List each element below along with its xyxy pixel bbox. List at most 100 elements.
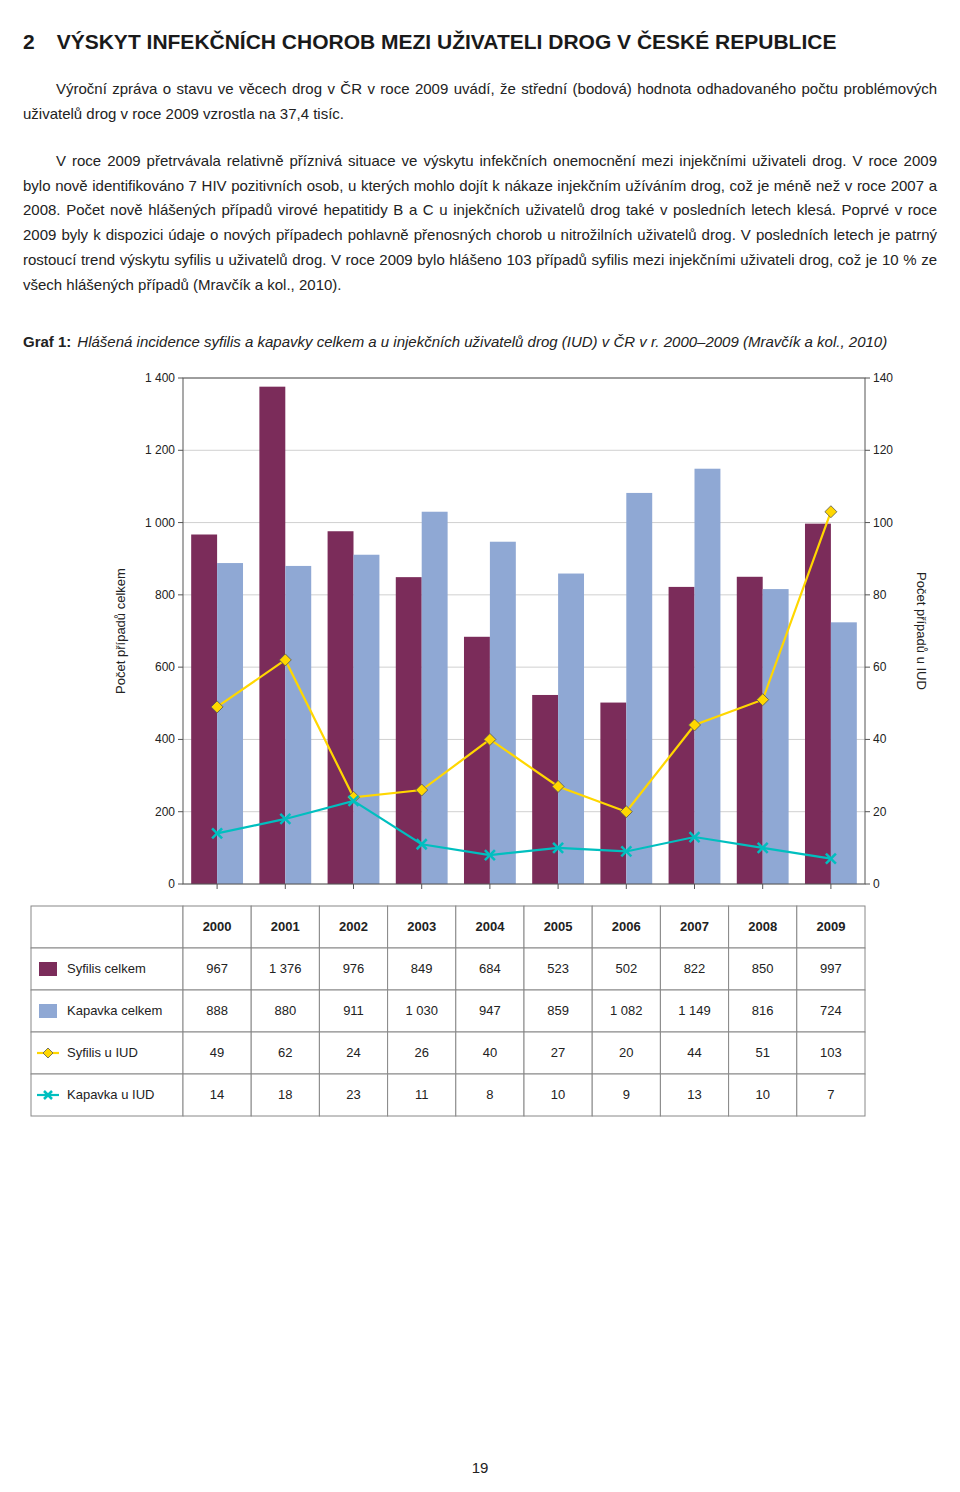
table-cell — [729, 948, 797, 990]
table-value: 850 — [752, 961, 774, 976]
marker-stroke — [553, 843, 563, 853]
table-value: 14 — [210, 1087, 224, 1102]
table-cell — [251, 1032, 319, 1074]
legend-swatch — [39, 1004, 57, 1018]
y2-tick-label: 100 — [873, 515, 893, 529]
table-cell — [319, 990, 387, 1032]
table-value: 10 — [551, 1087, 565, 1102]
marker-stroke — [758, 843, 768, 853]
heading: 2VÝSKYT INFEKČNÍCH CHOROB MEZI UŽIVATELI… — [23, 28, 937, 55]
x-tick-label: 2001 — [271, 919, 300, 934]
table-value: 523 — [547, 961, 569, 976]
y2-tick — [865, 522, 870, 523]
bar — [831, 622, 857, 884]
marker-diamond — [279, 654, 291, 666]
table-cell — [797, 1074, 865, 1116]
bar — [464, 637, 490, 884]
x-tick-label: 2005 — [544, 919, 573, 934]
legend-label: Syfilis celkem — [67, 961, 146, 976]
paragraph: Výroční zpráva o stavu ve věcech drog v … — [23, 77, 937, 127]
heading-number: 2 — [23, 28, 35, 55]
line — [217, 512, 831, 812]
table-value: 880 — [274, 1003, 296, 1018]
table-cell — [456, 1074, 524, 1116]
table-cell — [660, 1032, 728, 1074]
bar — [737, 577, 763, 884]
x-tick — [626, 884, 627, 889]
table-value: 976 — [343, 961, 365, 976]
line — [217, 801, 831, 859]
y-tick-label: 0 — [168, 877, 175, 891]
x-tick — [353, 884, 354, 889]
table-cell — [319, 1074, 387, 1116]
bar — [626, 493, 652, 884]
page-number-text: 19 — [472, 1459, 489, 1476]
marker-x — [417, 839, 427, 849]
table-cell — [456, 1032, 524, 1074]
marker-diamond — [416, 784, 428, 796]
table-cell — [251, 906, 319, 948]
y-tick — [178, 450, 183, 451]
marker-stroke — [621, 846, 631, 856]
table-value: 24 — [346, 1045, 360, 1060]
y2-tick-label: 20 — [873, 805, 887, 819]
table-cell — [729, 906, 797, 948]
marker-x — [349, 796, 359, 806]
marker-stroke — [690, 832, 700, 842]
marker-x — [44, 1091, 52, 1099]
table-value: 11 — [415, 1087, 429, 1102]
bar — [695, 469, 721, 884]
table-value: 40 — [483, 1045, 497, 1060]
table-cell — [729, 1032, 797, 1074]
x-tick-label: 2006 — [612, 919, 641, 934]
y2-tick — [865, 739, 870, 740]
y2-tick — [865, 377, 870, 378]
x-tick-label: 2000 — [203, 919, 232, 934]
table-value: 49 — [210, 1045, 224, 1060]
table-cell — [183, 1032, 251, 1074]
marker-diamond — [211, 701, 223, 713]
table-value: 20 — [619, 1045, 633, 1060]
x-tick — [762, 884, 763, 889]
table-value: 724 — [820, 1003, 842, 1018]
page: 2VÝSKYT INFEKČNÍCH CHOROB MEZI UŽIVATELI… — [0, 0, 960, 1124]
y-tick-label: 1 200 — [145, 443, 175, 457]
y2-axis-label: Počet případů u IUD — [914, 572, 929, 690]
marker-diamond — [825, 506, 837, 518]
table-cell — [729, 1074, 797, 1116]
table-value: 1 030 — [405, 1003, 438, 1018]
table-value: 103 — [820, 1045, 842, 1060]
y-tick — [178, 739, 183, 740]
table-cell — [319, 906, 387, 948]
x-tick — [694, 884, 695, 889]
x-tick-label: 2007 — [680, 919, 709, 934]
x-tick — [421, 884, 422, 889]
chart: 02004006008001 0001 2001 400020406080100… — [23, 364, 937, 1124]
y2-tick — [865, 666, 870, 667]
table-value: 888 — [206, 1003, 228, 1018]
bar — [558, 573, 584, 883]
table-value: 26 — [414, 1045, 428, 1060]
table-cell — [31, 1032, 183, 1074]
marker-stroke — [690, 832, 700, 842]
marker-stroke — [44, 1091, 52, 1099]
table-cell — [729, 990, 797, 1032]
table-cell — [31, 1074, 183, 1116]
y2-tick-label: 60 — [873, 660, 887, 674]
table-value: 997 — [820, 961, 842, 976]
y2-tick-label: 40 — [873, 732, 887, 746]
y-tick — [178, 666, 183, 667]
y-tick-label: 400 — [155, 732, 175, 746]
marker-stroke — [280, 814, 290, 824]
table-value: 1 082 — [610, 1003, 643, 1018]
x-tick — [217, 884, 218, 889]
marker-diamond — [43, 1048, 53, 1058]
y-tick-label: 200 — [155, 805, 175, 819]
marker-stroke — [417, 839, 427, 849]
marker-stroke — [44, 1091, 52, 1099]
marker-diamond — [484, 733, 496, 745]
table-cell — [388, 906, 456, 948]
marker-x — [826, 853, 836, 863]
marker-stroke — [553, 843, 563, 853]
table-cell — [388, 1074, 456, 1116]
